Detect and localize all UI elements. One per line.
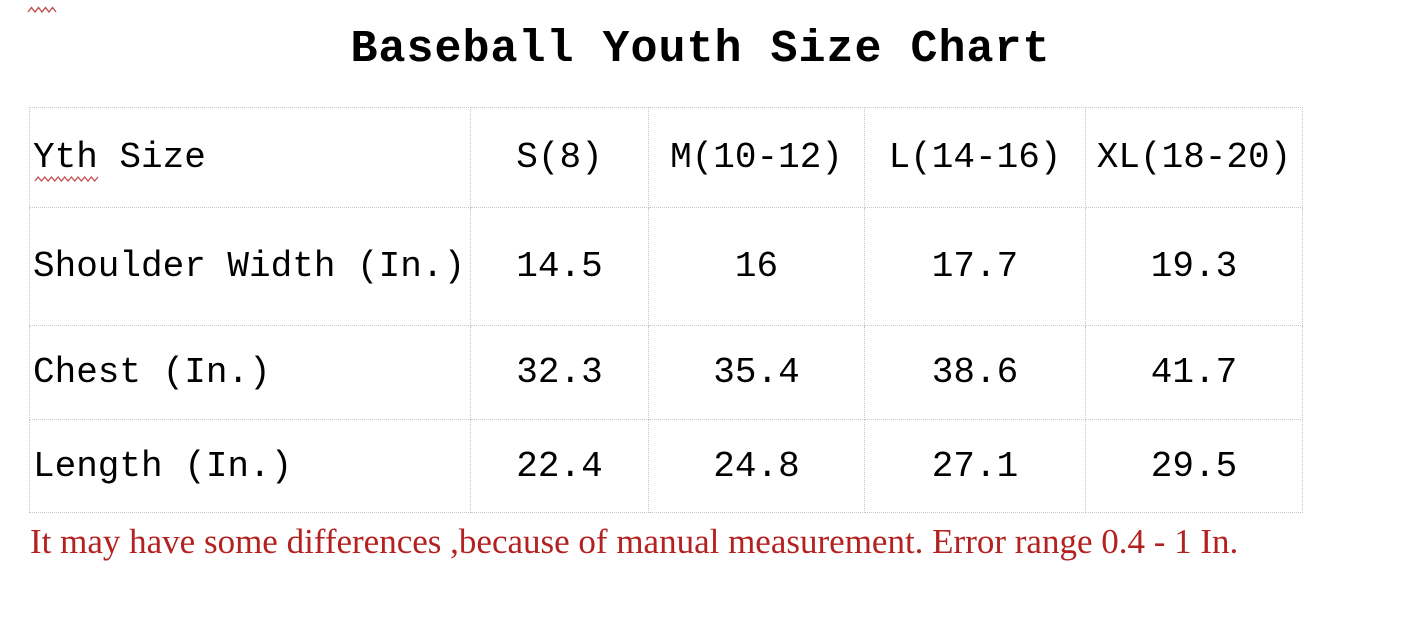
cell-value: 38.6 [864, 325, 1086, 420]
spellcheck-squiggle-icon [34, 176, 99, 182]
size-table: Yth Size S(8) M(10-12) L(14-16) XL(18-20… [29, 107, 1303, 513]
header-cell-l: L(14-16) [864, 107, 1086, 208]
table-row-shoulder-width: Shoulder Width (In.) 14.5 16 17.7 19.3 [29, 207, 1303, 326]
cell-value: 41.7 [1085, 325, 1303, 420]
cell-value: 17.7 [864, 207, 1086, 326]
header-cell-xl: XL(18-20) [1085, 107, 1303, 208]
table-row-chest: Chest (In.) 32.3 35.4 38.6 41.7 [29, 325, 1303, 420]
header-cell-s: S(8) [470, 107, 649, 208]
misspelled-word-wrapper: Yth [33, 137, 99, 182]
cell-value: 27.1 [864, 419, 1086, 513]
cell-value: 32.3 [470, 325, 649, 420]
table-header-row: Yth Size S(8) M(10-12) L(14-16) XL(18-20… [29, 107, 1303, 208]
cell-value: 29.5 [1085, 419, 1303, 513]
cell-value: 24.8 [648, 419, 865, 513]
row-label: Shoulder Width (In.) [29, 207, 471, 326]
header-cell-m: M(10-12) [648, 107, 865, 208]
header-cell-yth-size: Yth Size [29, 107, 471, 208]
cell-value: 19.3 [1085, 207, 1303, 326]
header-size-text: Size [97, 137, 206, 178]
header-yth-text: Yth [33, 137, 98, 178]
spellcheck-squiggle-icon [27, 6, 57, 14]
table-row-length: Length (In.) 22.4 24.8 27.1 29.5 [29, 419, 1303, 513]
measurement-disclaimer-note: It may have some differences ,because of… [30, 522, 1239, 561]
cell-value: 14.5 [470, 207, 649, 326]
row-label: Chest (In.) [29, 325, 471, 420]
cell-value: 16 [648, 207, 865, 326]
page-title: Baseball Youth Size Chart [350, 24, 1051, 75]
cell-value: 35.4 [648, 325, 865, 420]
cell-value: 22.4 [470, 419, 649, 513]
row-label: Length (In.) [29, 419, 471, 513]
